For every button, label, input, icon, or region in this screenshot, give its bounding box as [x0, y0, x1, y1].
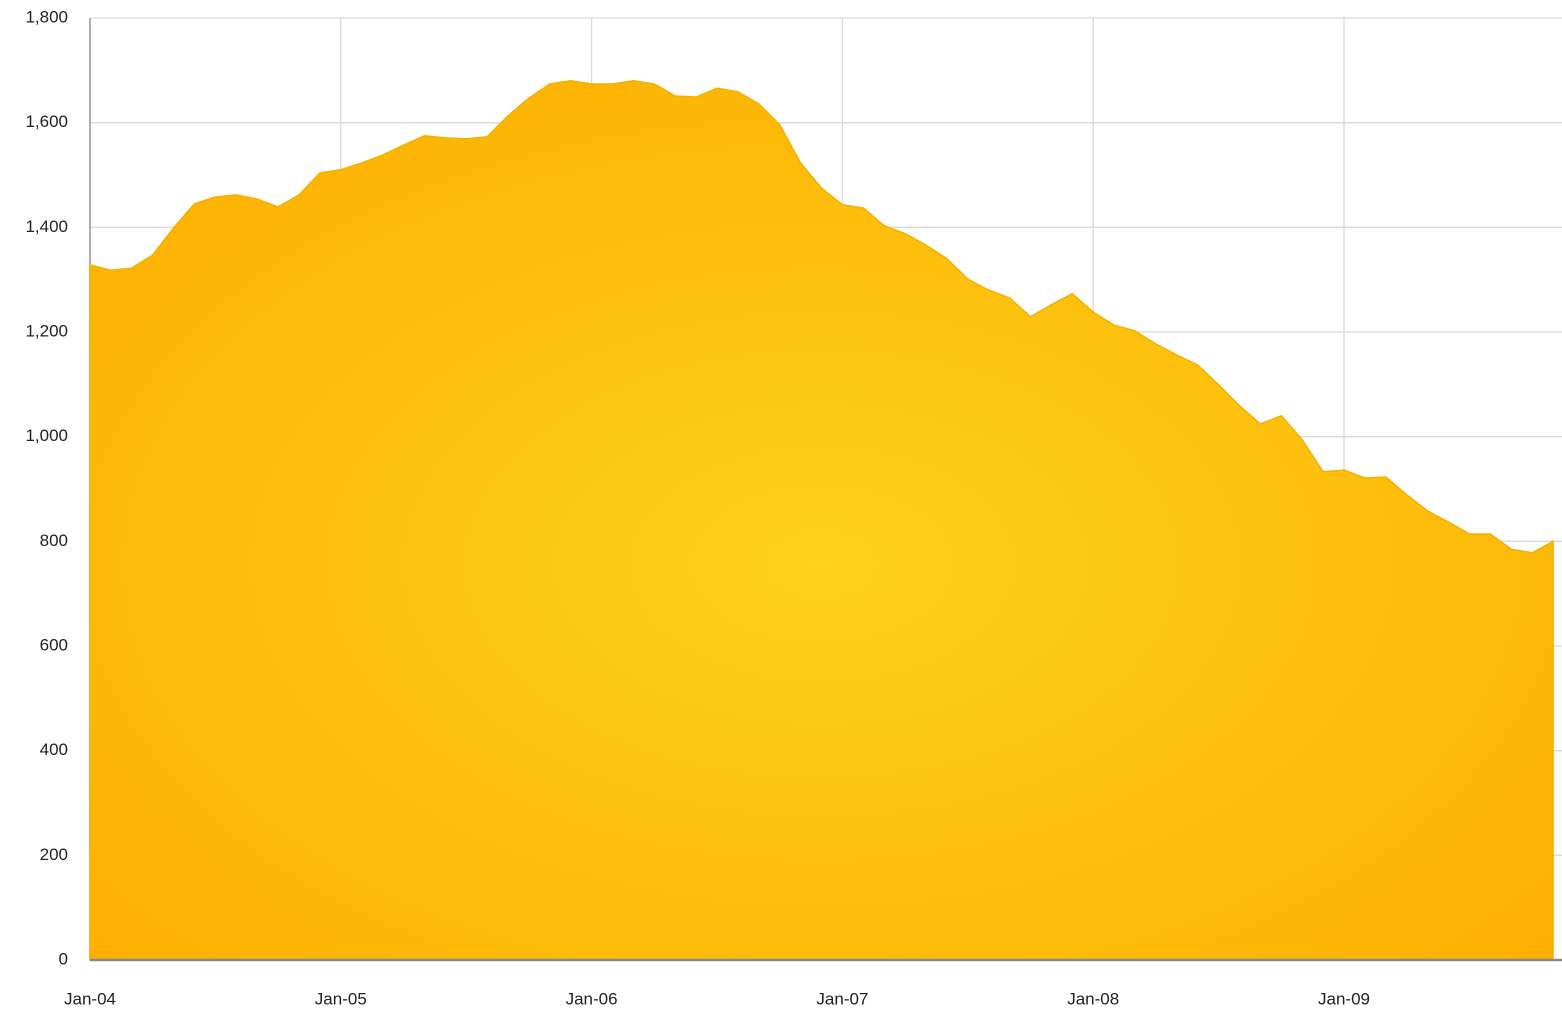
x-tick-label: Jan-09	[1318, 989, 1370, 1008]
y-tick-label: 0	[59, 949, 68, 968]
y-tick-label: 1,400	[25, 217, 68, 236]
y-tick-label: 400	[40, 740, 68, 759]
x-tick-label: Jan-04	[64, 989, 116, 1008]
x-tick-label: Jan-05	[315, 989, 367, 1008]
x-tick-label: Jan-08	[1067, 989, 1119, 1008]
y-tick-label: 1,200	[25, 321, 68, 340]
y-tick-label: 1,000	[25, 426, 68, 445]
x-tick-label: Jan-06	[566, 989, 618, 1008]
y-tick-label: 1,800	[25, 7, 68, 26]
y-tick-label: 200	[40, 845, 68, 864]
y-tick-label: 600	[40, 635, 68, 654]
x-tick-label: Jan-07	[816, 989, 868, 1008]
y-tick-label: 1,600	[25, 112, 68, 131]
area	[89, 80, 1554, 961]
y-tick-label: 800	[40, 531, 68, 550]
